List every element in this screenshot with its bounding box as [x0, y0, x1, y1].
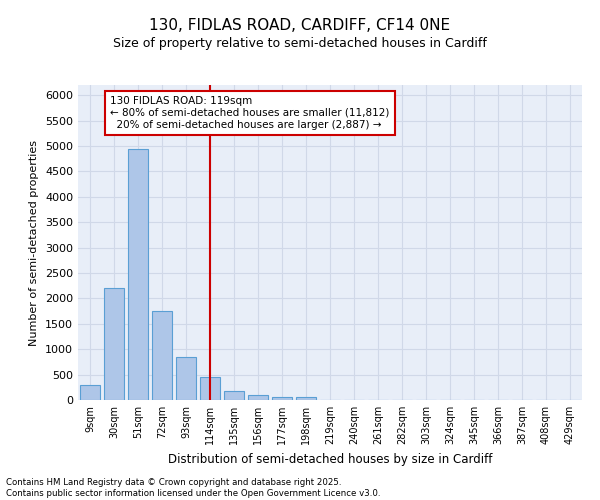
Bar	[152, 311, 172, 400]
Bar	[128, 148, 148, 400]
Bar	[248, 395, 268, 400]
Bar	[224, 391, 244, 400]
Text: Size of property relative to semi-detached houses in Cardiff: Size of property relative to semi-detach…	[113, 38, 487, 51]
X-axis label: Distribution of semi-detached houses by size in Cardiff: Distribution of semi-detached houses by …	[168, 452, 492, 466]
Bar	[272, 396, 292, 400]
Bar	[80, 385, 100, 400]
Y-axis label: Number of semi-detached properties: Number of semi-detached properties	[29, 140, 40, 346]
Bar	[296, 398, 316, 400]
Bar	[200, 377, 220, 400]
Text: 130 FIDLAS ROAD: 119sqm
← 80% of semi-detached houses are smaller (11,812)
  20%: 130 FIDLAS ROAD: 119sqm ← 80% of semi-de…	[110, 96, 390, 130]
Text: 130, FIDLAS ROAD, CARDIFF, CF14 0NE: 130, FIDLAS ROAD, CARDIFF, CF14 0NE	[149, 18, 451, 32]
Bar	[176, 357, 196, 400]
Text: Contains HM Land Registry data © Crown copyright and database right 2025.
Contai: Contains HM Land Registry data © Crown c…	[6, 478, 380, 498]
Bar	[104, 288, 124, 400]
